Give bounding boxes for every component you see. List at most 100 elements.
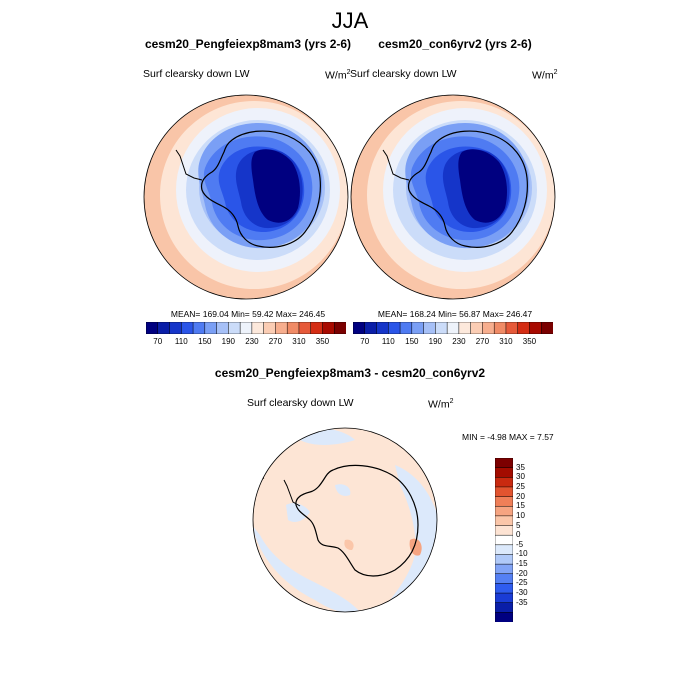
panel-left-colorbar-swatch <box>251 322 265 334</box>
panel-right-variable-label: Surf clearsky down LW <box>350 68 457 80</box>
panel-left-colorbar-swatch <box>216 322 229 334</box>
panel-right-colorbar-swatch <box>364 322 378 334</box>
difference-colorbar-swatch <box>495 486 513 498</box>
panel-left-colorbar-swatch <box>298 322 312 334</box>
panel-right-colorbar-swatch <box>411 322 425 334</box>
panel-right-colorbar-tick-label: 230 <box>452 337 466 346</box>
difference-colorbar-tick-label: 5 <box>516 520 521 530</box>
panel-right-colorbar-swatch <box>376 322 389 334</box>
panel-left-antarctic-map <box>143 94 349 300</box>
panel-left-colorbar-swatch <box>333 322 346 334</box>
panel-right-colorbar <box>353 322 553 334</box>
panel-left-colorbar-tick-label: 350 <box>315 337 330 346</box>
difference-colorbar-swatch <box>495 554 513 565</box>
difference-colorbar-swatch <box>495 544 513 556</box>
difference-colorbar-tick-label: 30 <box>516 472 525 482</box>
difference-colorbar-swatch <box>495 458 513 469</box>
difference-colorbar-swatch <box>495 496 513 507</box>
panel-right-colorbar-tick-label: 310 <box>499 337 513 346</box>
difference-antarctic-map <box>252 427 438 613</box>
panel-left-stats: MEAN= 169.04 Min= 59.42 Max= 246.45 <box>170 309 326 319</box>
difference-colorbar-swatch <box>495 612 513 622</box>
difference-colorbar-tick-label: 35 <box>516 462 525 472</box>
panel-left-colorbar-swatch <box>204 322 218 334</box>
panel-left-colorbar-swatch <box>228 322 241 334</box>
difference-colorbar-swatch <box>495 525 513 536</box>
difference-colorbar-tick-label: 20 <box>516 491 525 501</box>
difference-colorbar-tick-label: -35 <box>516 597 528 607</box>
panel-left-units: W/m2 <box>325 69 351 82</box>
panel-right-colorbar-swatch <box>529 322 542 334</box>
panel-left-title: cesm20_Pengfeiexp8mam3 (yrs 2-6) <box>144 37 352 51</box>
panel-right-colorbar-tick-label: 70 <box>360 337 370 346</box>
panel-left-colorbar-tick-label: 270 <box>268 337 283 346</box>
figure-season-title: JJA <box>331 8 369 33</box>
difference-colorbar-tick-label: 25 <box>516 481 525 491</box>
panel-right-colorbar-swatch <box>505 322 519 334</box>
panel-left-colorbar-swatch <box>192 322 206 334</box>
difference-colorbar-swatch <box>495 563 513 575</box>
difference-colorbar-tick-label: -30 <box>516 588 528 598</box>
panel-left-colorbar-swatch <box>310 322 324 334</box>
difference-colorbar-swatch <box>495 534 513 546</box>
panel-right-colorbar-swatch <box>493 322 507 334</box>
panel-left-colorbar <box>146 322 346 334</box>
panel-right-colorbar-swatch <box>540 322 553 334</box>
difference-colorbar-swatch <box>495 573 513 584</box>
panel-right-units: W/m2 <box>532 69 558 82</box>
panel-left-colorbar-swatch <box>263 322 276 334</box>
panel-right-title: cesm20_con6yrv2 (yrs 2-6) <box>378 37 532 51</box>
panel-right-colorbar-tick-label: 150 <box>405 337 419 346</box>
panel-left-colorbar-labels: 70 110 150 190 230 270 310 350 <box>146 337 346 349</box>
panel-right-colorbar-tick-label: 190 <box>428 337 443 346</box>
difference-colorbar-tick-label: -20 <box>516 568 528 578</box>
panel-right-colorbar-swatch <box>353 322 366 334</box>
panel-right-colorbar-tick-label: 270 <box>475 337 490 346</box>
difference-colorbar-tick-label: 10 <box>516 510 525 520</box>
panel-left-colorbar-tick-label: 150 <box>198 337 212 346</box>
panel-right-colorbar-swatch <box>399 322 413 334</box>
panel-left-colorbar-swatch <box>181 322 194 334</box>
panel-left-variable-label: Surf clearsky down LW <box>143 68 250 80</box>
panel-left-colorbar-tick-label: 310 <box>292 337 306 346</box>
difference-panel-title: cesm20_Pengfeiexp8mam3 - cesm20_con6yrv2 <box>214 366 486 380</box>
panel-left-colorbar-swatch <box>146 322 159 334</box>
difference-colorbar-swatch <box>495 592 513 604</box>
difference-colorbar-tick-label: -25 <box>516 578 528 588</box>
panel-left-colorbar-tick-label: 190 <box>221 337 236 346</box>
panel-right-colorbar-swatch <box>388 322 401 334</box>
panel-left-colorbar-swatch <box>169 322 182 334</box>
difference-variable-label: Surf clearsky down LW <box>247 397 354 409</box>
difference-colorbar-tick-label: 15 <box>516 501 525 511</box>
difference-colorbar <box>495 458 513 622</box>
panel-right-antarctic-map <box>350 94 556 300</box>
panel-right-colorbar-swatch <box>435 322 448 334</box>
difference-colorbar-swatch <box>495 505 513 517</box>
panel-left-colorbar-tick-label: 110 <box>174 337 188 346</box>
panel-right-colorbar-swatch <box>482 322 495 334</box>
panel-right-colorbar-swatch <box>517 322 531 334</box>
difference-colorbar-swatch <box>495 477 513 488</box>
difference-colorbar-swatch <box>495 583 513 594</box>
panel-right-colorbar-swatch <box>470 322 483 334</box>
panel-left-colorbar-tick-label: 230 <box>245 337 259 346</box>
panel-right-colorbar-swatch <box>423 322 436 334</box>
panel-left-colorbar-swatch <box>239 322 253 334</box>
difference-colorbar-swatch <box>495 602 513 613</box>
difference-colorbar-tick-label: -5 <box>516 539 524 549</box>
panel-right-colorbar-swatch <box>446 322 460 334</box>
difference-colorbar-tick-label: 0 <box>516 530 521 540</box>
panel-right-colorbar-swatch <box>458 322 472 334</box>
panel-right-stats: MEAN= 168.24 Min= 56.87 Max= 246.47 <box>377 309 533 319</box>
panel-right-colorbar-tick-label: 110 <box>381 337 395 346</box>
difference-colorbar-tick-label: -15 <box>516 559 528 569</box>
panel-left-colorbar-swatch <box>322 322 335 334</box>
panel-left-colorbar-tick-label: 70 <box>153 337 163 346</box>
difference-colorbar-tick-label: -10 <box>516 549 528 559</box>
panel-right-colorbar-labels: 70 110 150 190 230 270 310 350 <box>353 337 553 349</box>
difference-colorbar-swatch <box>495 515 513 527</box>
panel-left-colorbar-swatch <box>286 322 300 334</box>
difference-stats: MIN = -4.98 MAX = 7.57 <box>462 432 554 442</box>
difference-colorbar-labels: 35 30 25 20 15 10 5 0 -5 -10 -15 -20 -25 -30 -35 <box>516 458 556 622</box>
panel-left-colorbar-swatch <box>157 322 171 334</box>
